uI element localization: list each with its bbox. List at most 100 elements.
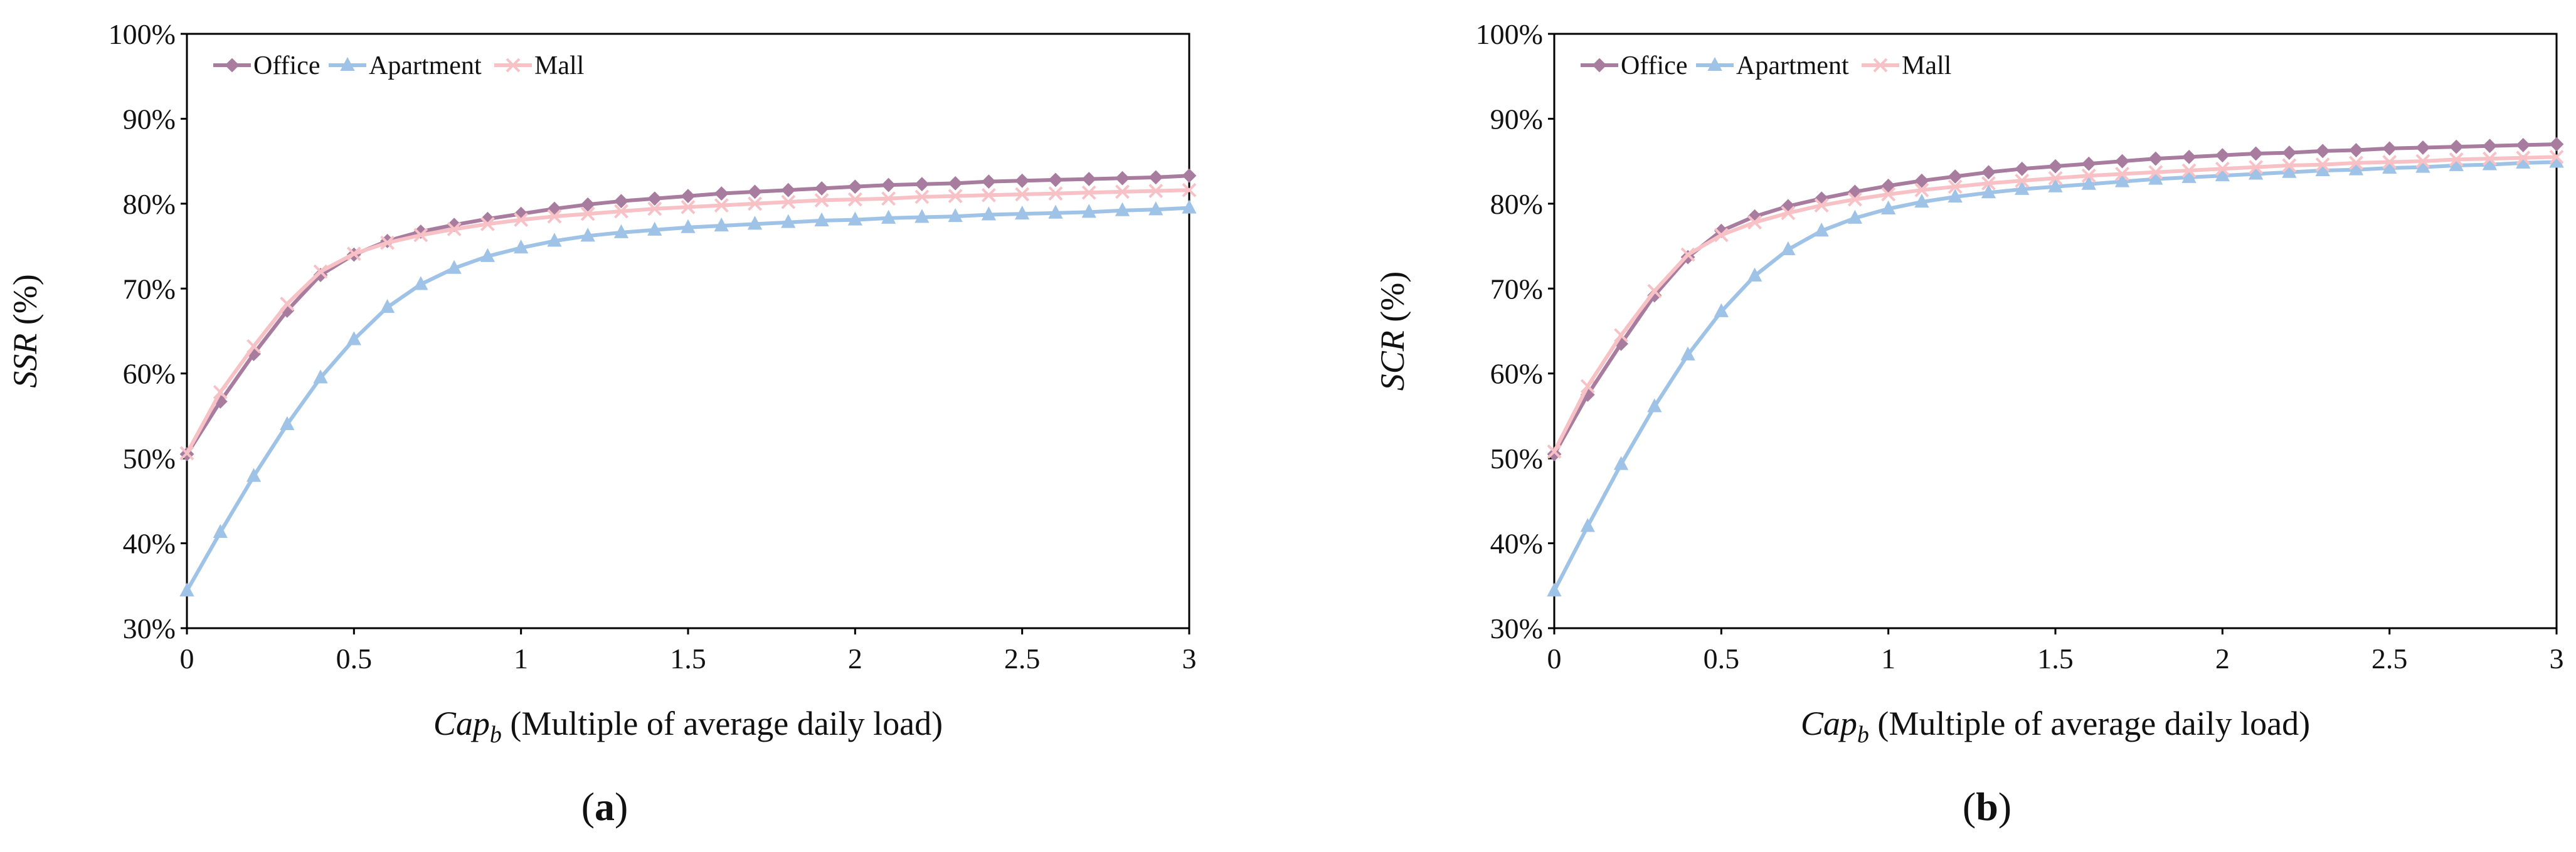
data-point-apartment: [346, 331, 361, 345]
data-point-mall: [881, 191, 896, 206]
y-tick-label: 40%: [1490, 528, 1543, 560]
legend-b: Office Apartment Mall: [1581, 51, 1951, 80]
data-point-apartment: [981, 206, 997, 221]
data-point-apartment: [1914, 194, 1929, 208]
series-b: [1547, 137, 2564, 597]
data-point-mall: [2249, 160, 2264, 175]
data-point-office: [2081, 156, 2096, 171]
data-point-office: [2249, 146, 2264, 161]
data-point-apartment: [2081, 176, 2096, 190]
data-point-mall: [781, 194, 796, 209]
data-point-mall: [480, 216, 495, 231]
data-point-office: [2215, 148, 2230, 163]
y-tick-label: 60%: [1490, 358, 1543, 390]
data-point-office: [647, 191, 662, 206]
data-point-mall: [447, 222, 462, 236]
data-point-office: [580, 197, 595, 212]
data-point-mall: [914, 189, 930, 204]
legend-marker-apartment: [1707, 56, 1722, 71]
panel-label-b: (b): [1963, 784, 2012, 829]
data-point-office: [814, 181, 829, 196]
data-point-apartment: [447, 260, 462, 274]
data-point-office: [1015, 173, 1030, 188]
y-axis-title-a: SSR (%): [6, 274, 44, 387]
y-tick-label: 80%: [1490, 188, 1543, 220]
data-point-apartment: [1714, 303, 1729, 317]
x-tick-label: 2.5: [2372, 643, 2408, 675]
data-point-office: [681, 189, 696, 204]
data-point-mall: [1547, 444, 1562, 459]
x-tick-label: 0: [180, 643, 194, 675]
data-point-mall: [413, 228, 428, 243]
data-point-mall: [2449, 152, 2464, 167]
data-point-apartment: [2215, 167, 2230, 182]
data-point-office: [1081, 172, 1096, 186]
data-point-office: [2181, 149, 2197, 164]
data-point-mall: [1714, 228, 1729, 243]
data-point-apartment: [480, 248, 496, 262]
x-axis-title-b: Capb (Multiple of average daily load): [1801, 705, 2310, 748]
x-ticks-a: 0 0.5 1 1.5 2 2.5 3: [180, 628, 1197, 675]
data-point-office: [714, 186, 729, 201]
legend-marker-office: [225, 58, 240, 73]
data-point-apartment: [547, 233, 562, 247]
legend-marker-apartment: [340, 56, 355, 71]
data-point-apartment: [213, 523, 228, 538]
data-point-office: [781, 182, 796, 197]
x-tick-label: 2: [848, 643, 862, 675]
y-ticks-a: 30% 40% 50% 60% 70% 80% 90% 100%: [109, 18, 187, 644]
data-point-mall: [1614, 328, 1628, 343]
data-point-apartment: [179, 582, 194, 597]
data-point-office: [914, 177, 930, 192]
data-point-apartment: [1680, 346, 1695, 360]
legend-marker-office: [1592, 58, 1607, 73]
data-point-office: [2348, 143, 2363, 157]
y-tick-label: 50%: [123, 443, 176, 475]
data-point-mall: [981, 187, 996, 202]
data-point-office: [2483, 139, 2497, 154]
data-point-mall: [246, 339, 261, 354]
data-point-mall: [2516, 150, 2531, 166]
data-point-apartment: [2348, 161, 2364, 176]
plot-area-b: [1553, 33, 2558, 629]
data-point-apartment: [1547, 582, 1562, 597]
data-point-office: [881, 177, 896, 192]
data-point-apartment: [246, 468, 262, 482]
x-tick-label: 1.5: [2037, 643, 2074, 675]
y-axis-title-b: SCR (%): [1374, 271, 1411, 391]
data-point-apartment: [681, 219, 696, 233]
data-point-office: [1182, 168, 1197, 183]
plot-area-a: [186, 33, 1190, 629]
data-point-apartment: [2015, 181, 2030, 195]
data-point-mall: [213, 385, 228, 399]
data-point-office: [847, 179, 862, 194]
data-point-apartment: [413, 276, 428, 290]
x-tick-label: 1.5: [670, 643, 706, 675]
data-point-mall: [1914, 182, 1929, 197]
data-point-mall: [948, 189, 963, 204]
data-point-office: [1981, 165, 1996, 180]
data-point-apartment: [1613, 456, 1629, 470]
y-tick-label: 90%: [1490, 103, 1543, 135]
data-point-apartment: [2449, 157, 2464, 171]
legend-label-mall: Mall: [1902, 51, 1951, 80]
data-point-apartment: [647, 221, 662, 236]
data-point-apartment: [714, 217, 729, 232]
data-point-mall: [2148, 165, 2163, 180]
data-point-office: [981, 174, 996, 189]
data-point-office: [2516, 137, 2531, 152]
data-point-mall: [1781, 206, 1796, 221]
data-point-mall: [2115, 167, 2129, 181]
data-point-apartment: [280, 416, 295, 430]
data-point-mall: [1182, 182, 1197, 197]
data-point-apartment: [1847, 209, 1863, 224]
data-point-apartment: [1647, 398, 1662, 413]
legend-label-office: Office: [253, 51, 321, 80]
data-point-mall: [614, 204, 628, 219]
x-tick-label: 2.5: [1004, 643, 1041, 675]
panel-label-a: (a): [581, 784, 628, 829]
x-ticks-b: 0 0.5 1 1.5 2 2.5 3: [1547, 628, 2564, 675]
data-point-office: [2148, 151, 2163, 166]
data-point-mall: [2181, 163, 2197, 178]
data-point-apartment: [2415, 159, 2430, 173]
